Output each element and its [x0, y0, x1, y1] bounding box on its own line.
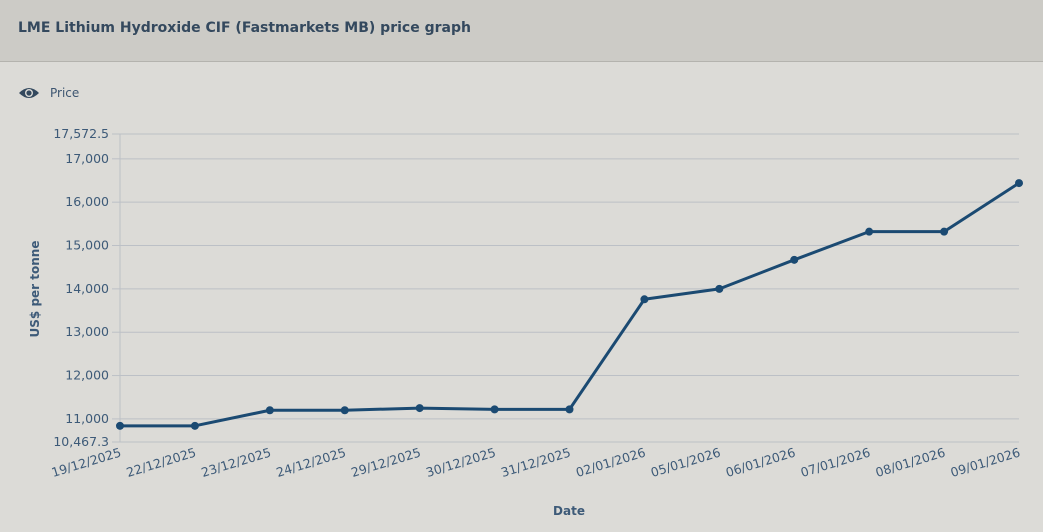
data-point — [265, 406, 274, 415]
chart-title: LME Lithium Hydroxide CIF (Fastmarkets M… — [18, 20, 471, 36]
x-tick-label: 09/01/2026 — [949, 445, 1022, 480]
data-point — [1015, 179, 1023, 188]
x-tick-label: 23/12/2025 — [199, 445, 272, 480]
data-point — [940, 227, 949, 236]
x-tick-label: 19/12/2025 — [50, 445, 123, 480]
eye-icon — [19, 88, 39, 98]
y-axis-label: US$ per tonne — [28, 241, 42, 338]
series-line-price — [120, 181, 1020, 428]
y-tick-label: 17,572.5 — [53, 126, 109, 141]
data-point — [190, 421, 199, 430]
y-tick-label: 12,000 — [65, 368, 109, 383]
legend-label: Price — [50, 86, 80, 100]
data-point — [415, 404, 424, 413]
data-point — [640, 295, 649, 304]
x-tick-label: 29/12/2025 — [349, 445, 422, 480]
x-tick-label: 05/01/2026 — [649, 445, 722, 480]
y-tick-label: 15,000 — [65, 238, 109, 253]
y-tick-label: 16,000 — [65, 194, 109, 209]
y-tick-label: 17,000 — [65, 151, 109, 166]
data-point — [790, 255, 799, 264]
y-tick-label: 10,467.3 — [53, 434, 109, 449]
x-tick-label: 24/12/2025 — [274, 445, 347, 480]
x-tick-label: 31/12/2025 — [499, 445, 572, 480]
y-tick-label: 11,000 — [65, 411, 109, 426]
x-tick-label: 02/01/2026 — [574, 445, 647, 480]
chart-header: LME Lithium Hydroxide CIF (Fastmarkets M… — [0, 0, 1043, 62]
x-tick-label: 08/01/2026 — [874, 445, 947, 480]
data-point — [490, 405, 499, 414]
y-tick-label: 13,000 — [65, 324, 109, 339]
y-tick-label: 14,000 — [65, 281, 109, 296]
data-point — [715, 284, 724, 293]
x-tick-label: 30/12/2025 — [424, 445, 497, 480]
x-axis-label: Date — [553, 504, 585, 518]
data-point — [340, 406, 349, 415]
x-tick-label: 22/12/2025 — [125, 445, 198, 480]
data-point — [865, 227, 874, 236]
data-point — [565, 405, 574, 414]
x-tick-label: 06/01/2026 — [724, 445, 797, 480]
data-point — [116, 421, 124, 430]
legend-item-price[interactable]: Price — [18, 86, 79, 100]
x-tick-label: 07/01/2026 — [799, 445, 872, 480]
